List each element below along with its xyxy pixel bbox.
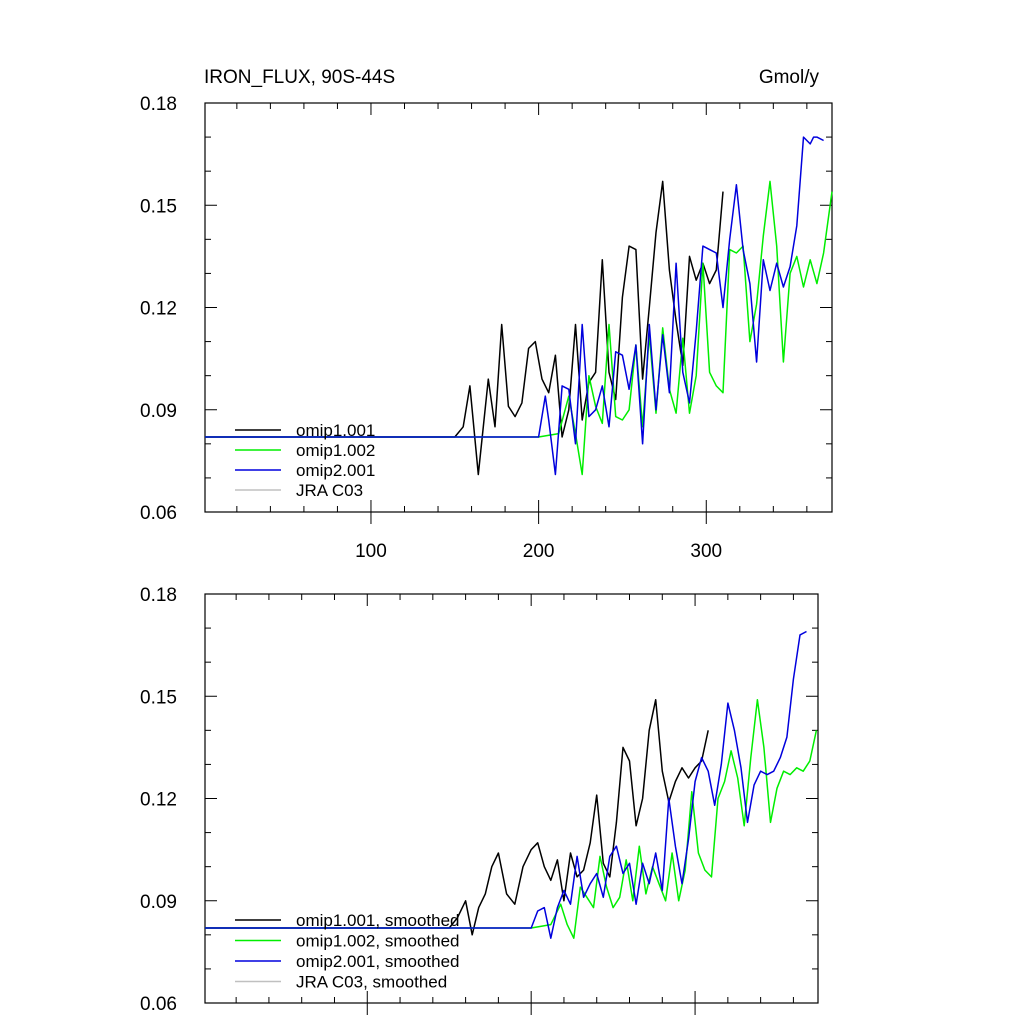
top-axis-ticks: 0.06 0.09 0.12 0.15 0.18 100 200 300 (140, 94, 832, 562)
bottom-ytick-label: 0.12 (140, 790, 177, 811)
top-xtick-label: 300 (690, 541, 722, 562)
bottom-legend-label: omip2.001, smoothed (296, 952, 460, 971)
bottom-series-lines (205, 630, 818, 939)
top-series-lines (205, 136, 833, 476)
bottom-legend-label: omip1.002, smoothed (296, 932, 460, 951)
bottom-ytick-label: 0.06 (140, 994, 177, 1015)
bottom-axis-ticks: 0.06 0.09 0.12 0.15 0.18 (140, 585, 818, 1015)
bottom-ytick-label: 0.18 (140, 585, 177, 606)
bottom-legend-label: JRA C03, smoothed (296, 973, 447, 992)
top-series-line-omip1-001 (205, 180, 724, 476)
top-xtick-label: 200 (523, 541, 555, 562)
top-ytick-label: 0.15 (140, 196, 177, 217)
top-xtick-label: 100 (355, 541, 387, 562)
top-legend-label: JRA C03 (296, 481, 363, 500)
top-panel-title: IRON_FLUX, 90S-44S (204, 67, 395, 88)
bottom-series-line-omip1-002-smoothed (205, 698, 818, 939)
top-series-line-omip1-002 (205, 180, 833, 476)
bottom-ytick-label: 0.15 (140, 687, 177, 708)
bottom-legend: omip1.001, smoothed omip1.002, smoothedom… (235, 911, 460, 992)
bottom-panel: 0.06 0.09 0.12 0.15 0.18 omip1.001, smoothed… (140, 585, 819, 1015)
bottom-ytick-label: 0.09 (140, 892, 177, 913)
top-panel: IRON_FLUX, 90S-44S Gmol/y 0.060.090.120.… (140, 67, 833, 562)
top-legend-label: omip2.001 (296, 461, 375, 480)
top-legend-label: omip1.001 (296, 421, 375, 440)
top-panel-units: Gmol/y (759, 67, 820, 88)
bottom-series-line-omip2-001-smoothed (205, 630, 807, 939)
top-ytick-label: 0.18 (140, 94, 177, 115)
top-ytick-label: 0.12 (140, 299, 177, 320)
top-ytick-label: 0.09 (140, 401, 177, 422)
bottom-legend-label: omip1.001, smoothed (296, 911, 460, 930)
top-series-line-omip2-001 (205, 136, 824, 476)
top-legend-label: omip1.002 (296, 441, 375, 460)
top-ytick-label: 0.06 (140, 503, 177, 524)
